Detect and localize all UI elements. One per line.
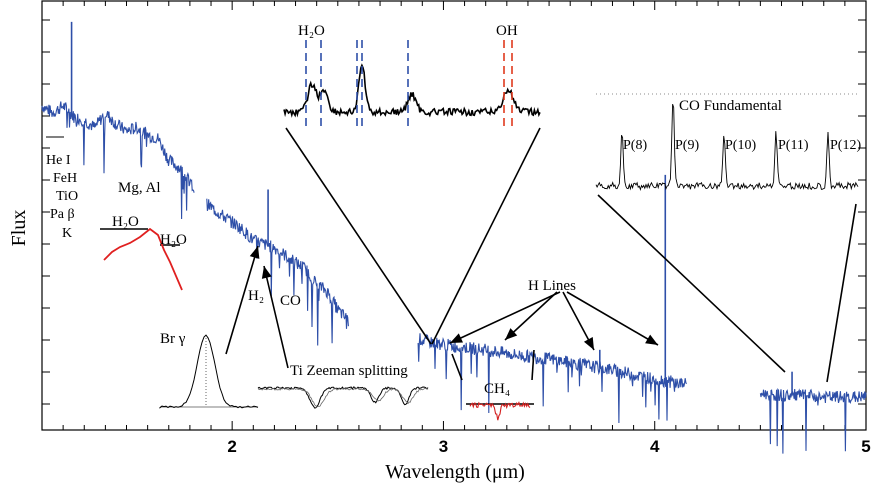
x-tick-label: 5 xyxy=(861,437,870,456)
pointer-line xyxy=(449,291,561,344)
ch4-inset-spectrum xyxy=(469,401,531,421)
annotation-h2o-left-1: H₂O xyxy=(112,214,139,230)
annotation-ch4: CH₄ xyxy=(484,381,510,397)
left-label-k: K xyxy=(62,226,72,241)
pointer-line xyxy=(451,353,463,381)
left-label-he-i: He I xyxy=(46,153,71,168)
pointer-arrowhead xyxy=(505,328,518,340)
pointer-arrowhead xyxy=(450,333,463,343)
spectrum-series-4.50-5.00 xyxy=(759,388,867,454)
annotation-h2o-top: H₂O xyxy=(298,23,325,39)
pointer-lines xyxy=(225,127,857,383)
y-axis-title: Flux xyxy=(8,210,30,247)
p-line-label: P(8) xyxy=(623,138,647,153)
annotation-ti-zeeman: Ti Zeeman splitting xyxy=(290,363,408,379)
spectrum-series-1.88-2.55 xyxy=(206,198,349,346)
p-line-label: P(9) xyxy=(675,138,699,153)
x-tick-label: 3 xyxy=(439,437,448,456)
spectrum-series-group xyxy=(41,21,867,454)
pointer-line xyxy=(285,127,432,345)
h2o-oh-inset-spectrum xyxy=(283,63,541,118)
left-label-list: He I FeH TiO Pa β K xyxy=(46,153,78,241)
annotation-br-gamma: Br γ xyxy=(160,331,186,347)
pointer-arrowhead xyxy=(583,337,594,350)
x-tick-label: 2 xyxy=(227,437,236,456)
inset-panels xyxy=(46,40,860,421)
annotation-co: CO xyxy=(280,293,301,309)
plot-frame: 2 3 4 5 xyxy=(41,0,871,456)
ti-zeeman-inset-spectrum xyxy=(257,386,429,409)
annotation-oh: OH xyxy=(496,23,518,39)
p-line-label: P(11) xyxy=(778,138,809,153)
annotation-mg-al: Mg, Al xyxy=(118,180,161,196)
left-label-tio: TiO xyxy=(56,189,78,204)
pointer-arrowhead xyxy=(645,334,658,345)
pointer-arrowhead xyxy=(261,266,272,279)
pointer-line xyxy=(826,203,857,383)
pointer-line xyxy=(263,265,289,369)
p-line-label: P(10) xyxy=(725,138,756,153)
p-line-label: P(12) xyxy=(830,138,861,153)
h2o-red-profile xyxy=(103,227,183,291)
x-axis-title: Wavelength (μm) xyxy=(385,461,525,483)
pointer-line xyxy=(566,291,659,346)
left-label-feh: FeH xyxy=(53,171,77,186)
left-label-pa-beta: Pa β xyxy=(50,207,75,222)
annotation-h-lines: H Lines xyxy=(528,278,576,294)
pointer-line xyxy=(597,194,786,373)
annotation-co-fundamental: CO Fundamental xyxy=(679,98,782,114)
pointer-arrowhead xyxy=(249,246,260,259)
plot-border xyxy=(41,0,867,431)
pointer-line xyxy=(225,245,259,355)
pointer-line xyxy=(531,349,535,381)
x-tick-label: 4 xyxy=(650,437,660,456)
annotation-h2o-left-2: H₂O xyxy=(160,232,187,248)
co-p-branch-labels: P(8) P(9) P(10) P(11) P(12) xyxy=(623,138,861,153)
co-fundamental-inset-spectrum xyxy=(595,103,859,192)
spectrum-series-1.15-1.82 xyxy=(41,101,195,220)
ti-zeeman-inset-model xyxy=(257,387,429,408)
pointer-line xyxy=(431,127,541,345)
spectrum-series-2.88-4.15 xyxy=(417,333,687,424)
annotation-h2: H₂ xyxy=(248,288,264,304)
